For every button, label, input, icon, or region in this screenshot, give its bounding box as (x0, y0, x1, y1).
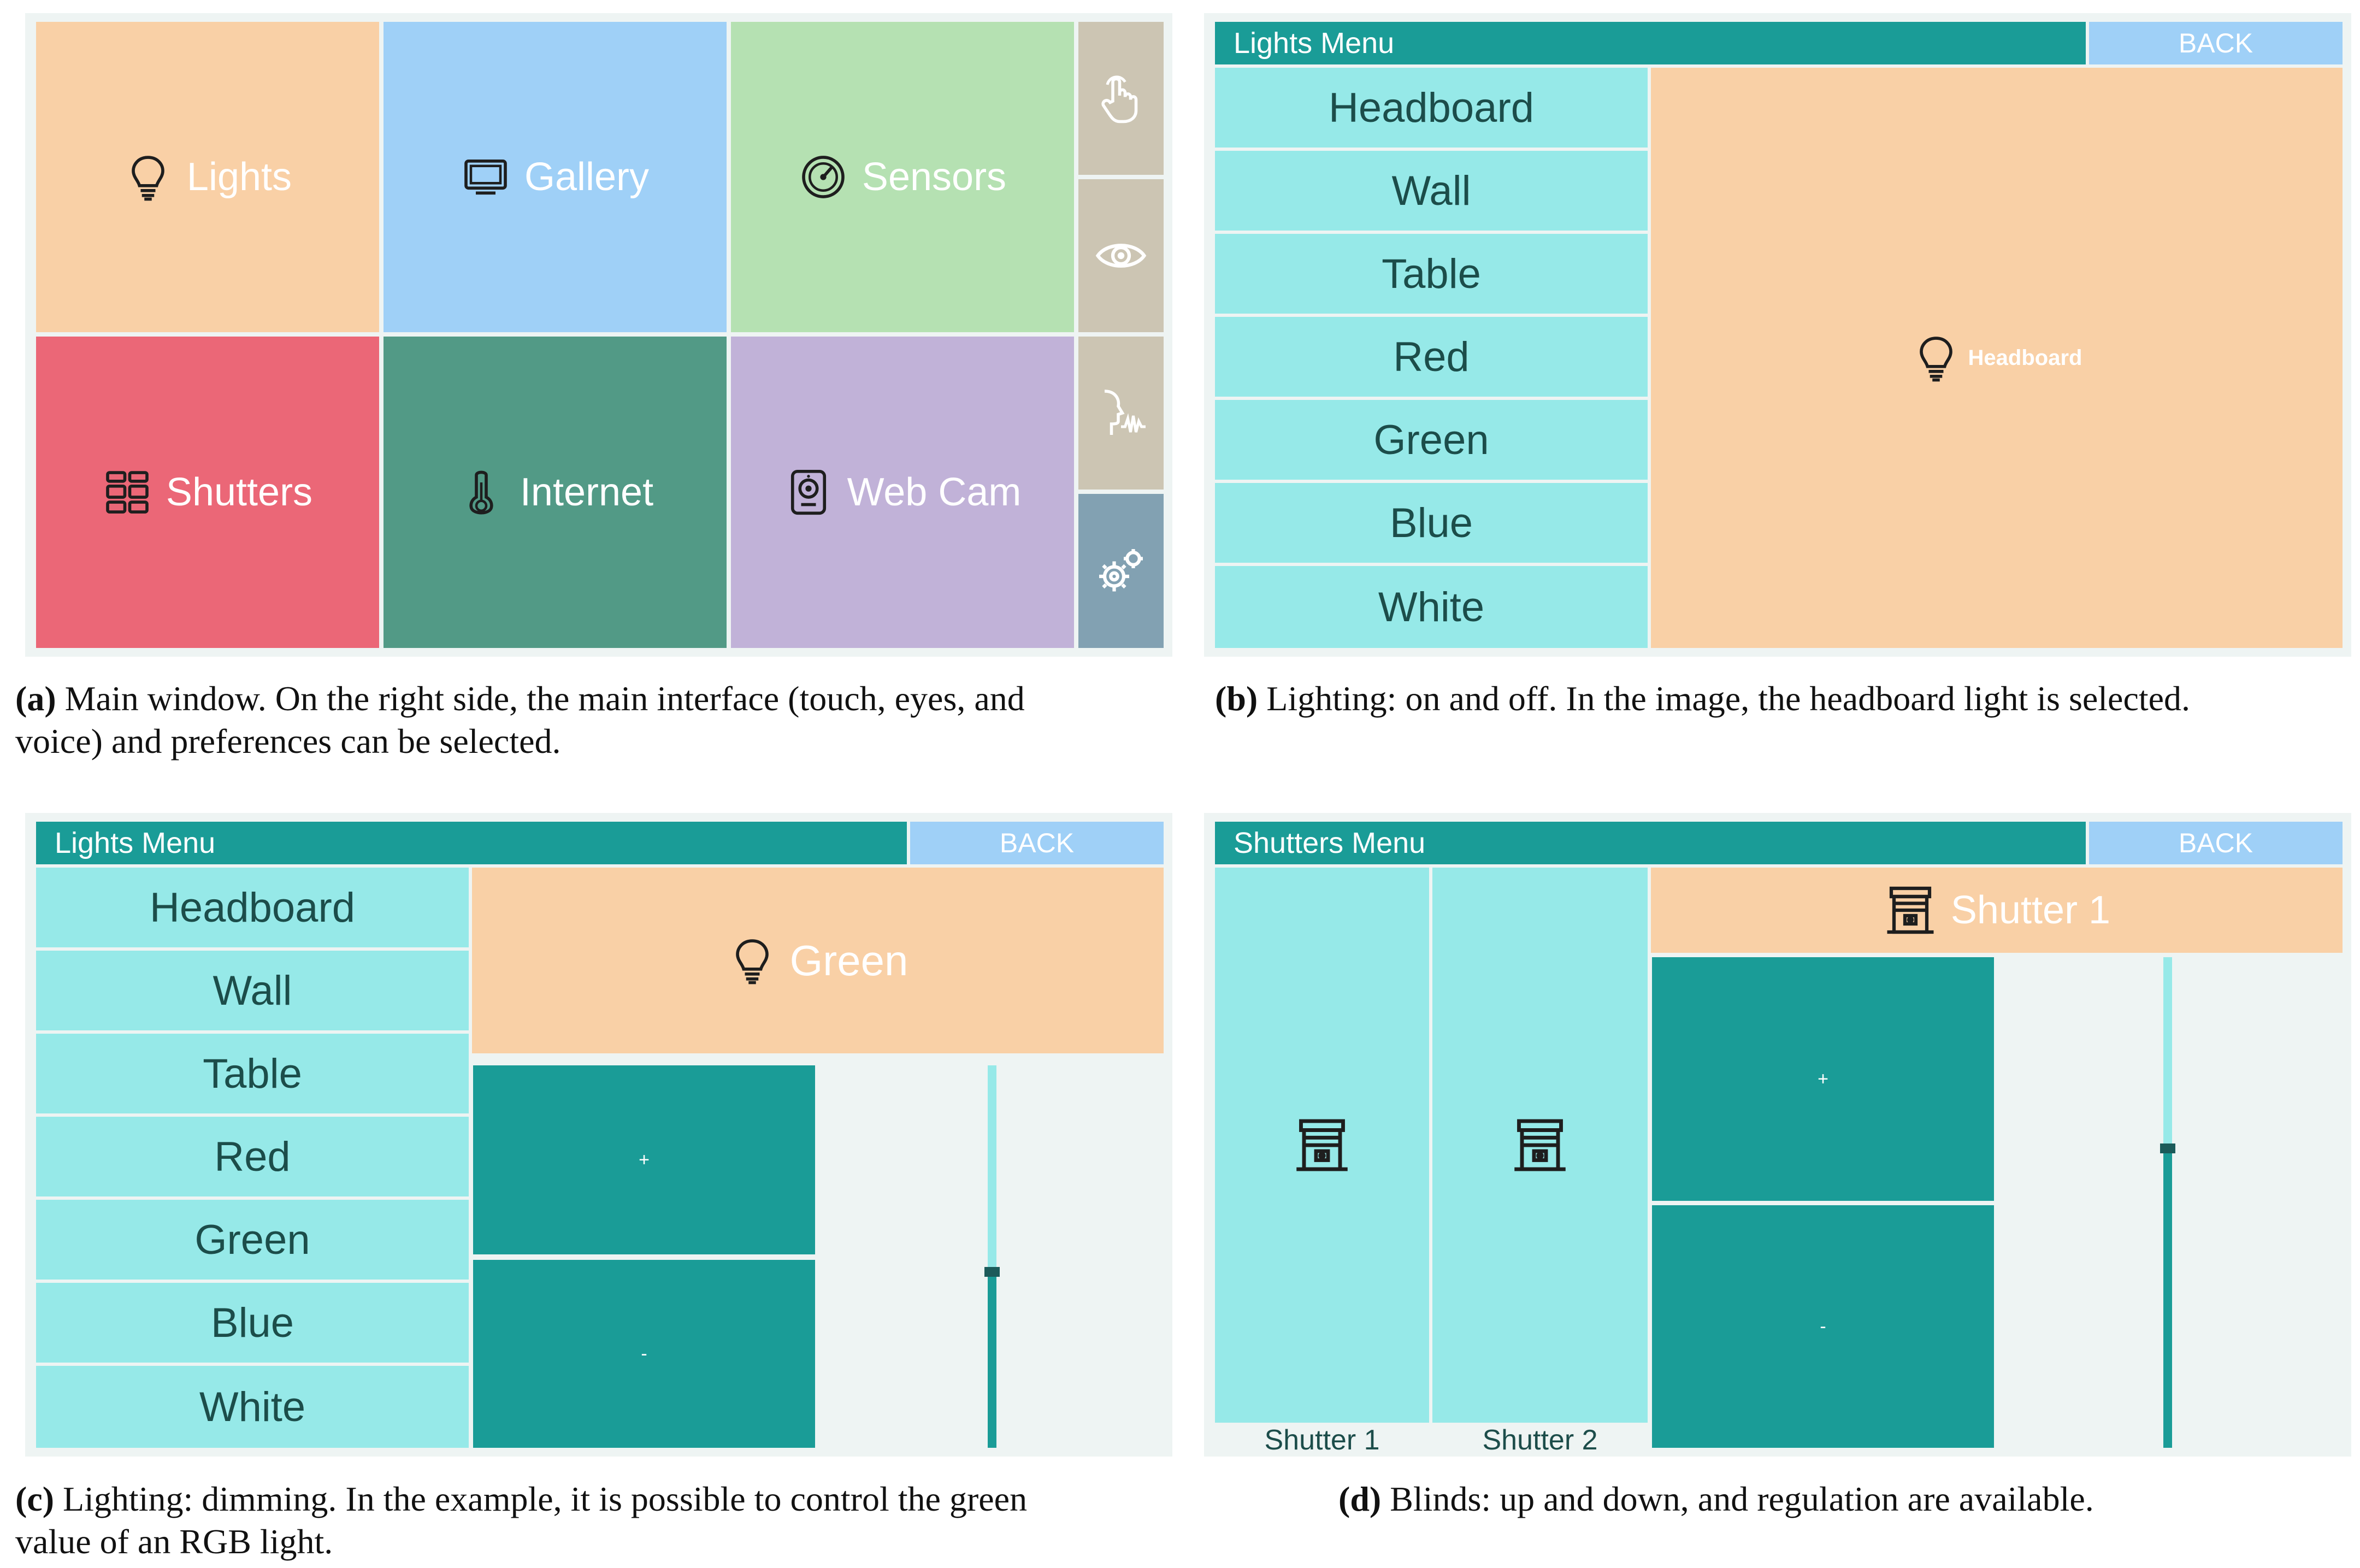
gear-icon (1094, 544, 1148, 598)
dimmer-slider-handle[interactable] (984, 1267, 1000, 1277)
tile-internet[interactable]: Internet (384, 337, 727, 648)
caption-b: (b) Lighting: on and off. In the image, … (1215, 677, 2360, 720)
menu-item-wall[interactable]: Wall (1215, 151, 1648, 231)
caption-d-line1: Blinds: up and down, and regulation are … (1390, 1479, 2094, 1518)
menu-item-white[interactable]: White (36, 1366, 469, 1448)
menu-item-white[interactable]: White (1215, 566, 1648, 648)
shutter-icon (1292, 1115, 1352, 1175)
tile-sensors[interactable]: Sensors (731, 22, 1074, 332)
voice-icon (1094, 386, 1148, 440)
touch-mode-button[interactable] (1078, 22, 1164, 175)
bulb-icon (1911, 331, 1961, 385)
menu-item-headboard[interactable]: Headboard (1215, 68, 1648, 148)
back-button[interactable]: BACK (2089, 822, 2343, 864)
tile-lights[interactable]: Lights (36, 22, 379, 332)
panel-shutters: Shutters Menu BACK Shutter 1 Shutter 2 S… (1204, 813, 2351, 1457)
menu-title-bar: Shutters Menu (1215, 822, 2086, 864)
dimmer-slider-fill (988, 1272, 996, 1448)
caption-b-letter: (b) (1215, 679, 1258, 718)
eye-icon (1094, 228, 1148, 283)
panel-lights-onoff: Lights Menu BACK Headboard Wall Table Re… (1204, 13, 2351, 657)
decrease-button[interactable]: - (473, 1260, 815, 1448)
shutter-1-label: Shutter 1 (1264, 1424, 1380, 1456)
shutter-icon (1510, 1115, 1570, 1175)
selected-light-toggle[interactable]: Headboard (1651, 68, 2343, 648)
menu-title-bar: Lights Menu (1215, 22, 2086, 64)
menu-item-wall[interactable]: Wall (36, 951, 469, 1030)
tile-lights-label: Lights (186, 155, 292, 199)
touch-hand-icon (1094, 71, 1148, 126)
panel-lights-dimming: Lights Menu BACK Headboard Wall Table Re… (25, 813, 1172, 1457)
caption-a-letter: (a) (15, 679, 56, 718)
caption-d-letter: (d) (1338, 1479, 1382, 1518)
dimmer-slider-track[interactable] (984, 1065, 1000, 1448)
menu-item-red[interactable]: Red (1215, 317, 1648, 397)
raise-button[interactable]: + (1652, 957, 1994, 1201)
menu-item-green[interactable]: Green (36, 1200, 469, 1280)
webcam-icon (784, 468, 833, 517)
selected-shutter-label: Shutter 1 (1950, 888, 2111, 932)
tile-gallery[interactable]: Gallery (384, 22, 727, 332)
tile-shutters[interactable]: Shutters (36, 337, 379, 648)
menu-title-bar: Lights Menu (36, 822, 907, 864)
shutter-slider-fill (2163, 1148, 2172, 1448)
caption-c-line2: value of an RGB light. (15, 1522, 333, 1561)
tile-shutters-label: Shutters (166, 470, 313, 514)
menu-item-blue[interactable]: Blue (1215, 483, 1648, 563)
tile-webcam-label: Web Cam (847, 470, 1022, 514)
panel-main-window: Lights Gallery Sensors Shutters Internet… (25, 13, 1172, 657)
shutter-2-label: Shutter 2 (1482, 1424, 1598, 1456)
caption-a: (a) Main window. On the right side, the … (15, 677, 1179, 763)
monitor-icon (461, 152, 510, 202)
grid-icon (103, 468, 152, 517)
shutter-slider-track[interactable] (2160, 957, 2175, 1448)
back-button[interactable]: BACK (910, 822, 1164, 864)
menu-item-table[interactable]: Table (36, 1034, 469, 1113)
menu-item-table[interactable]: Table (1215, 234, 1648, 314)
caption-b-line1: Lighting: on and off. In the image, the … (1266, 679, 2191, 718)
increase-button[interactable]: + (473, 1065, 815, 1254)
tile-sensors-label: Sensors (862, 155, 1007, 199)
shutter-icon (1883, 883, 1938, 938)
caption-a-line1: Main window. On the right side, the main… (64, 679, 1025, 718)
gauge-icon (799, 152, 848, 202)
bulb-icon (123, 152, 173, 202)
caption-c: (c) Lighting: dimming. In the example, i… (15, 1478, 1179, 1563)
selected-light-header: Green (472, 868, 1164, 1053)
menu-item-green[interactable]: Green (1215, 400, 1648, 480)
menu-item-blue[interactable]: Blue (36, 1283, 469, 1363)
tile-gallery-label: Gallery (524, 155, 650, 199)
back-button[interactable]: BACK (2089, 22, 2343, 64)
selected-shutter-header: Shutter 1 (1651, 868, 2343, 953)
voice-mode-button[interactable] (1078, 337, 1164, 490)
caption-a-line2: voice) and preferences can be selected. (15, 722, 561, 761)
bulb-icon (728, 933, 777, 988)
tile-webcam[interactable]: Web Cam (731, 337, 1074, 648)
shutter-1-button[interactable] (1215, 868, 1429, 1423)
caption-c-line1: Lighting: dimming. In the example, it is… (63, 1479, 1028, 1518)
menu-item-headboard[interactable]: Headboard (36, 868, 469, 947)
menu-item-red[interactable]: Red (36, 1117, 469, 1196)
thermometer-icon (457, 468, 506, 517)
shutter-slider-handle[interactable] (2160, 1143, 2175, 1153)
eye-mode-button[interactable] (1078, 179, 1164, 332)
tile-internet-label: Internet (520, 470, 654, 514)
preferences-button[interactable] (1078, 494, 1164, 648)
lower-button[interactable]: - (1652, 1205, 1994, 1448)
caption-d: (d) Blinds: up and down, and regulation … (1338, 1478, 2322, 1520)
shutter-2-button[interactable] (1432, 868, 1648, 1423)
selected-light-label: Headboard (1968, 345, 2082, 370)
selected-light-label: Green (789, 936, 908, 985)
caption-c-letter: (c) (15, 1479, 55, 1518)
